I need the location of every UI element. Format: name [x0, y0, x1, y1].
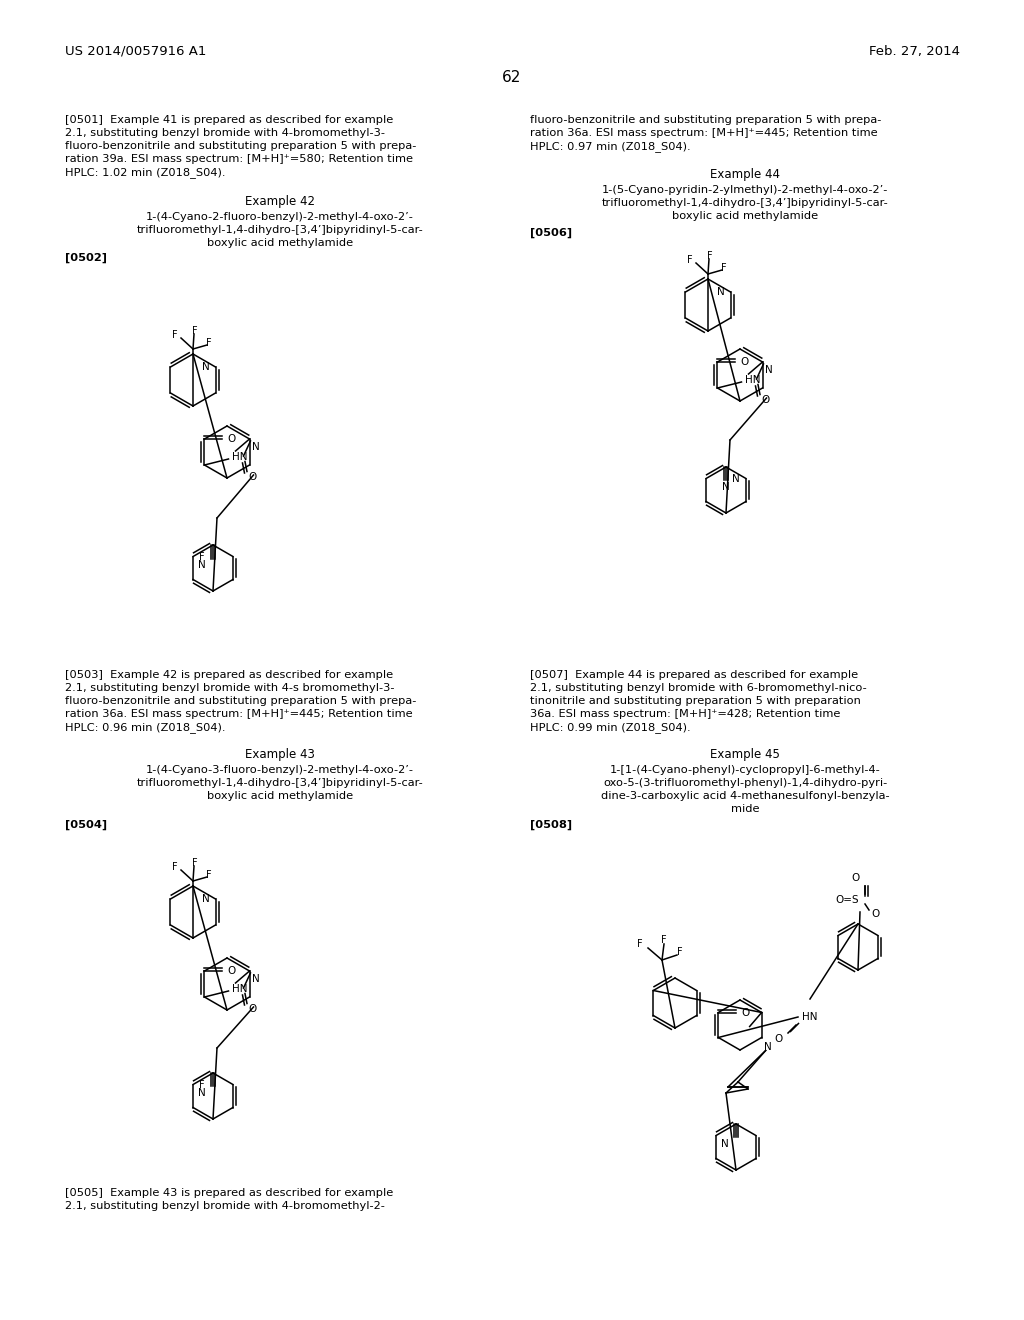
Text: [0508]: [0508] [530, 820, 572, 830]
Text: O: O [740, 356, 749, 367]
Text: HN: HN [232, 451, 248, 462]
Text: F: F [206, 338, 212, 348]
Text: HN: HN [745, 375, 761, 385]
Text: N: N [732, 474, 740, 484]
Text: F: F [662, 935, 667, 945]
Text: O: O [762, 395, 770, 405]
Text: trifluoromethyl-1,4-dihydro-[3,4’]bipyridinyl-5-car-: trifluoromethyl-1,4-dihydro-[3,4’]bipyri… [136, 224, 423, 235]
Text: trifluoromethyl-1,4-dihydro-[3,4’]bipyridinyl-5-car-: trifluoromethyl-1,4-dihydro-[3,4’]bipyri… [602, 198, 889, 209]
Text: 1-(4-Cyano-3-fluoro-benzyl)-2-methyl-4-oxo-2’-: 1-(4-Cyano-3-fluoro-benzyl)-2-methyl-4-o… [146, 766, 414, 775]
Text: 2.1, substituting benzyl bromide with 4-s bromomethyl-3-: 2.1, substituting benzyl bromide with 4-… [65, 682, 394, 693]
Text: N: N [765, 366, 772, 375]
Text: O: O [249, 473, 257, 482]
Text: fluoro-benzonitrile and substituting preparation 5 with prepa-: fluoro-benzonitrile and substituting pre… [530, 115, 882, 125]
Text: [0506]: [0506] [530, 228, 572, 239]
Text: [0503]  Example 42 is prepared as described for example: [0503] Example 42 is prepared as describ… [65, 671, 393, 680]
Text: F: F [172, 330, 178, 341]
Text: 1-(4-Cyano-2-fluoro-benzyl)-2-methyl-4-oxo-2’-: 1-(4-Cyano-2-fluoro-benzyl)-2-methyl-4-o… [146, 213, 414, 222]
Text: [0501]  Example 41 is prepared as described for example: [0501] Example 41 is prepared as describ… [65, 115, 393, 125]
Text: HN: HN [802, 1012, 817, 1022]
Text: 36a. ESI mass spectrum: [M+H]⁺=428; Retention time: 36a. ESI mass spectrum: [M+H]⁺=428; Rete… [530, 709, 841, 719]
Text: N: N [252, 974, 259, 983]
Text: 2.1, substituting benzyl bromide with 4-bromomethyl-2-: 2.1, substituting benzyl bromide with 4-… [65, 1201, 385, 1210]
Text: N: N [721, 1139, 729, 1148]
Text: O: O [870, 909, 880, 919]
Text: boxylic acid methylamide: boxylic acid methylamide [207, 791, 353, 801]
Text: F: F [708, 251, 713, 261]
Text: [0502]: [0502] [65, 253, 106, 263]
Text: tinonitrile and substituting preparation 5 with preparation: tinonitrile and substituting preparation… [530, 696, 861, 706]
Text: O: O [227, 434, 236, 444]
Text: HPLC: 0.96 min (Z018_S04).: HPLC: 0.96 min (Z018_S04). [65, 722, 225, 733]
Text: ration 36a. ESI mass spectrum: [M+H]⁺=445; Retention time: ration 36a. ESI mass spectrum: [M+H]⁺=44… [530, 128, 878, 139]
Text: O: O [851, 873, 859, 883]
Text: F: F [687, 255, 693, 265]
Text: F: F [199, 553, 205, 562]
Text: Example 44: Example 44 [710, 168, 780, 181]
Text: O: O [775, 1034, 783, 1044]
Text: F: F [206, 870, 212, 880]
Text: N: N [202, 362, 210, 372]
Text: HPLC: 0.99 min (Z018_S04).: HPLC: 0.99 min (Z018_S04). [530, 722, 690, 733]
Text: HPLC: 1.02 min (Z018_S04).: HPLC: 1.02 min (Z018_S04). [65, 168, 225, 178]
Text: fluoro-benzonitrile and substituting preparation 5 with prepa-: fluoro-benzonitrile and substituting pre… [65, 696, 417, 706]
Text: [0504]: [0504] [65, 820, 108, 830]
Text: HPLC: 0.97 min (Z018_S04).: HPLC: 0.97 min (Z018_S04). [530, 141, 690, 152]
Text: O: O [741, 1007, 750, 1018]
Text: O: O [227, 966, 236, 975]
Text: N: N [199, 1088, 206, 1098]
Text: ration 39a. ESI mass spectrum: [M+H]⁺=580; Retention time: ration 39a. ESI mass spectrum: [M+H]⁺=58… [65, 154, 413, 164]
Text: 1-[1-(4-Cyano-phenyl)-cyclopropyl]-6-methyl-4-: 1-[1-(4-Cyano-phenyl)-cyclopropyl]-6-met… [609, 766, 881, 775]
Text: US 2014/0057916 A1: US 2014/0057916 A1 [65, 45, 207, 58]
Text: F: F [637, 939, 643, 949]
Text: Example 42: Example 42 [245, 195, 315, 209]
Text: boxylic acid methylamide: boxylic acid methylamide [672, 211, 818, 220]
Text: Example 45: Example 45 [710, 748, 780, 762]
Text: F: F [721, 263, 727, 273]
Text: 1-(5-Cyano-pyridin-2-ylmethyl)-2-methyl-4-oxo-2’-: 1-(5-Cyano-pyridin-2-ylmethyl)-2-methyl-… [602, 185, 888, 195]
Text: F: F [677, 946, 683, 957]
Text: O=S: O=S [836, 895, 859, 906]
Text: N: N [252, 442, 259, 451]
Text: N: N [717, 286, 725, 297]
Text: N: N [764, 1041, 771, 1052]
Text: boxylic acid methylamide: boxylic acid methylamide [207, 238, 353, 248]
Text: fluoro-benzonitrile and substituting preparation 5 with prepa-: fluoro-benzonitrile and substituting pre… [65, 141, 417, 150]
Text: ration 36a. ESI mass spectrum: [M+H]⁺=445; Retention time: ration 36a. ESI mass spectrum: [M+H]⁺=44… [65, 709, 413, 719]
Text: N: N [722, 482, 730, 492]
Text: [0505]  Example 43 is prepared as described for example: [0505] Example 43 is prepared as describ… [65, 1188, 393, 1199]
Text: N: N [199, 560, 206, 570]
Text: [0507]  Example 44 is prepared as described for example: [0507] Example 44 is prepared as describ… [530, 671, 858, 680]
Text: 2.1, substituting benzyl bromide with 6-bromomethyl-nico-: 2.1, substituting benzyl bromide with 6-… [530, 682, 866, 693]
Text: O: O [249, 1005, 257, 1014]
Text: HN: HN [232, 983, 248, 994]
Text: mide: mide [731, 804, 759, 814]
Text: 2.1, substituting benzyl bromide with 4-bromomethyl-3-: 2.1, substituting benzyl bromide with 4-… [65, 128, 385, 139]
Text: trifluoromethyl-1,4-dihydro-[3,4’]bipyridinyl-5-car-: trifluoromethyl-1,4-dihydro-[3,4’]bipyri… [136, 777, 423, 788]
Text: F: F [193, 858, 198, 869]
Text: Feb. 27, 2014: Feb. 27, 2014 [869, 45, 961, 58]
Text: F: F [199, 1080, 205, 1089]
Text: F: F [193, 326, 198, 337]
Text: F: F [172, 862, 178, 873]
Text: oxo-5-(3-trifluoromethyl-phenyl)-1,4-dihydro-pyri-: oxo-5-(3-trifluoromethyl-phenyl)-1,4-dih… [603, 777, 887, 788]
Text: N: N [202, 894, 210, 904]
Text: Example 43: Example 43 [245, 748, 315, 762]
Text: dine-3-carboxylic acid 4-methanesulfonyl-benzyla-: dine-3-carboxylic acid 4-methanesulfonyl… [601, 791, 889, 801]
Text: 62: 62 [503, 70, 521, 84]
